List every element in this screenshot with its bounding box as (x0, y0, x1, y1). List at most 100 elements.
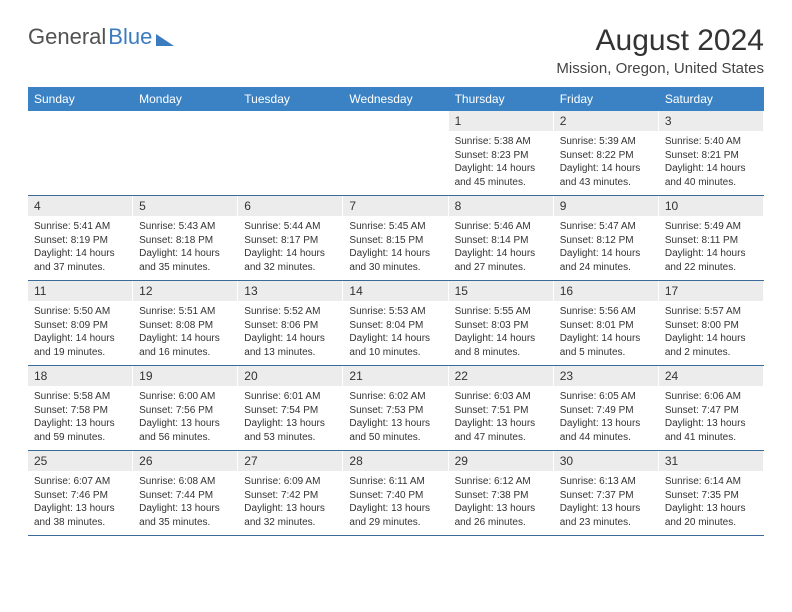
day-number: 27 (238, 451, 343, 471)
day-body: Sunrise: 5:45 AMSunset: 8:15 PMDaylight:… (343, 216, 448, 280)
weekday-header: Friday (554, 87, 659, 111)
day-number: 10 (659, 196, 764, 216)
day-number: 13 (238, 281, 343, 301)
weeks-container: 123Sunrise: 5:38 AMSunset: 8:23 PMDaylig… (28, 111, 764, 536)
week: 11121314151617Sunrise: 5:50 AMSunset: 8:… (28, 281, 764, 366)
daynum-row: 11121314151617 (28, 281, 764, 301)
day-number: 22 (449, 366, 554, 386)
day-body: Sunrise: 5:41 AMSunset: 8:19 PMDaylight:… (28, 216, 133, 280)
day-body: Sunrise: 6:01 AMSunset: 7:54 PMDaylight:… (238, 386, 343, 450)
day-body: Sunrise: 6:14 AMSunset: 7:35 PMDaylight:… (659, 471, 764, 535)
day-number: 16 (554, 281, 659, 301)
day-number: 23 (554, 366, 659, 386)
day-body: Sunrise: 6:06 AMSunset: 7:47 PMDaylight:… (659, 386, 764, 450)
weekday-header: Wednesday (343, 87, 448, 111)
day-body: Sunrise: 6:02 AMSunset: 7:53 PMDaylight:… (343, 386, 448, 450)
day-number: 21 (343, 366, 448, 386)
day-number: 20 (238, 366, 343, 386)
daynum-row: 45678910 (28, 196, 764, 216)
logo-mark-icon (156, 34, 174, 46)
day-body: Sunrise: 5:47 AMSunset: 8:12 PMDaylight:… (554, 216, 659, 280)
day-body: Sunrise: 6:05 AMSunset: 7:49 PMDaylight:… (554, 386, 659, 450)
day-number: 5 (133, 196, 238, 216)
day-body: Sunrise: 6:12 AMSunset: 7:38 PMDaylight:… (449, 471, 554, 535)
day-body: Sunrise: 5:46 AMSunset: 8:14 PMDaylight:… (449, 216, 554, 280)
day-body: Sunrise: 5:43 AMSunset: 8:18 PMDaylight:… (133, 216, 238, 280)
day-number: 7 (343, 196, 448, 216)
day-number: 19 (133, 366, 238, 386)
calendar-page: GeneralBlue August 2024 Mission, Oregon,… (0, 0, 792, 560)
week: 45678910Sunrise: 5:41 AMSunset: 8:19 PMD… (28, 196, 764, 281)
day-number (238, 111, 343, 131)
day-number: 24 (659, 366, 764, 386)
day-number (343, 111, 448, 131)
day-body: Sunrise: 5:39 AMSunset: 8:22 PMDaylight:… (554, 131, 659, 195)
daynum-row: 25262728293031 (28, 451, 764, 471)
day-number: 12 (133, 281, 238, 301)
header: GeneralBlue August 2024 Mission, Oregon,… (28, 24, 764, 77)
day-body (238, 131, 343, 195)
day-number: 15 (449, 281, 554, 301)
daynum-row: 18192021222324 (28, 366, 764, 386)
day-body: Sunrise: 5:40 AMSunset: 8:21 PMDaylight:… (659, 131, 764, 195)
day-body: Sunrise: 6:13 AMSunset: 7:37 PMDaylight:… (554, 471, 659, 535)
daybody-row: Sunrise: 5:50 AMSunset: 8:09 PMDaylight:… (28, 301, 764, 365)
day-body: Sunrise: 6:09 AMSunset: 7:42 PMDaylight:… (238, 471, 343, 535)
day-number (133, 111, 238, 131)
day-body: Sunrise: 5:57 AMSunset: 8:00 PMDaylight:… (659, 301, 764, 365)
location-label: Mission, Oregon, United States (556, 60, 764, 77)
day-body: Sunrise: 6:00 AMSunset: 7:56 PMDaylight:… (133, 386, 238, 450)
weekday-header: Sunday (28, 87, 133, 111)
day-body (28, 131, 133, 195)
week: 123Sunrise: 5:38 AMSunset: 8:23 PMDaylig… (28, 111, 764, 196)
day-number: 1 (449, 111, 554, 131)
day-number: 8 (449, 196, 554, 216)
day-body: Sunrise: 6:03 AMSunset: 7:51 PMDaylight:… (449, 386, 554, 450)
day-body: Sunrise: 5:56 AMSunset: 8:01 PMDaylight:… (554, 301, 659, 365)
daybody-row: Sunrise: 5:58 AMSunset: 7:58 PMDaylight:… (28, 386, 764, 450)
day-number: 29 (449, 451, 554, 471)
day-number: 2 (554, 111, 659, 131)
daynum-row: 123 (28, 111, 764, 131)
day-number: 25 (28, 451, 133, 471)
week: 25262728293031Sunrise: 6:07 AMSunset: 7:… (28, 451, 764, 536)
day-body (133, 131, 238, 195)
weekday-header: Monday (133, 87, 238, 111)
day-body (343, 131, 448, 195)
day-number: 18 (28, 366, 133, 386)
day-body: Sunrise: 5:55 AMSunset: 8:03 PMDaylight:… (449, 301, 554, 365)
week: 18192021222324Sunrise: 5:58 AMSunset: 7:… (28, 366, 764, 451)
day-body: Sunrise: 5:44 AMSunset: 8:17 PMDaylight:… (238, 216, 343, 280)
day-body: Sunrise: 5:53 AMSunset: 8:04 PMDaylight:… (343, 301, 448, 365)
day-body: Sunrise: 5:49 AMSunset: 8:11 PMDaylight:… (659, 216, 764, 280)
logo-word-1: General (28, 24, 106, 50)
weekday-header: Tuesday (238, 87, 343, 111)
weekday-header: Thursday (449, 87, 554, 111)
day-body: Sunrise: 6:11 AMSunset: 7:40 PMDaylight:… (343, 471, 448, 535)
day-number: 6 (238, 196, 343, 216)
day-body: Sunrise: 5:38 AMSunset: 8:23 PMDaylight:… (449, 131, 554, 195)
logo-word-2: Blue (108, 24, 152, 50)
day-body: Sunrise: 5:50 AMSunset: 8:09 PMDaylight:… (28, 301, 133, 365)
day-number: 14 (343, 281, 448, 301)
calendar: SundayMondayTuesdayWednesdayThursdayFrid… (28, 87, 764, 536)
weekday-header: Saturday (659, 87, 764, 111)
day-body: Sunrise: 5:58 AMSunset: 7:58 PMDaylight:… (28, 386, 133, 450)
daybody-row: Sunrise: 5:41 AMSunset: 8:19 PMDaylight:… (28, 216, 764, 280)
day-number: 11 (28, 281, 133, 301)
day-number: 26 (133, 451, 238, 471)
day-body: Sunrise: 5:52 AMSunset: 8:06 PMDaylight:… (238, 301, 343, 365)
day-number: 17 (659, 281, 764, 301)
day-number (28, 111, 133, 131)
day-body: Sunrise: 6:07 AMSunset: 7:46 PMDaylight:… (28, 471, 133, 535)
month-title: August 2024 (556, 24, 764, 58)
day-number: 30 (554, 451, 659, 471)
day-body: Sunrise: 5:51 AMSunset: 8:08 PMDaylight:… (133, 301, 238, 365)
logo: GeneralBlue (28, 24, 174, 50)
day-number: 3 (659, 111, 764, 131)
day-number: 4 (28, 196, 133, 216)
daybody-row: Sunrise: 5:38 AMSunset: 8:23 PMDaylight:… (28, 131, 764, 195)
weekday-header-row: SundayMondayTuesdayWednesdayThursdayFrid… (28, 87, 764, 111)
day-number: 9 (554, 196, 659, 216)
daybody-row: Sunrise: 6:07 AMSunset: 7:46 PMDaylight:… (28, 471, 764, 535)
